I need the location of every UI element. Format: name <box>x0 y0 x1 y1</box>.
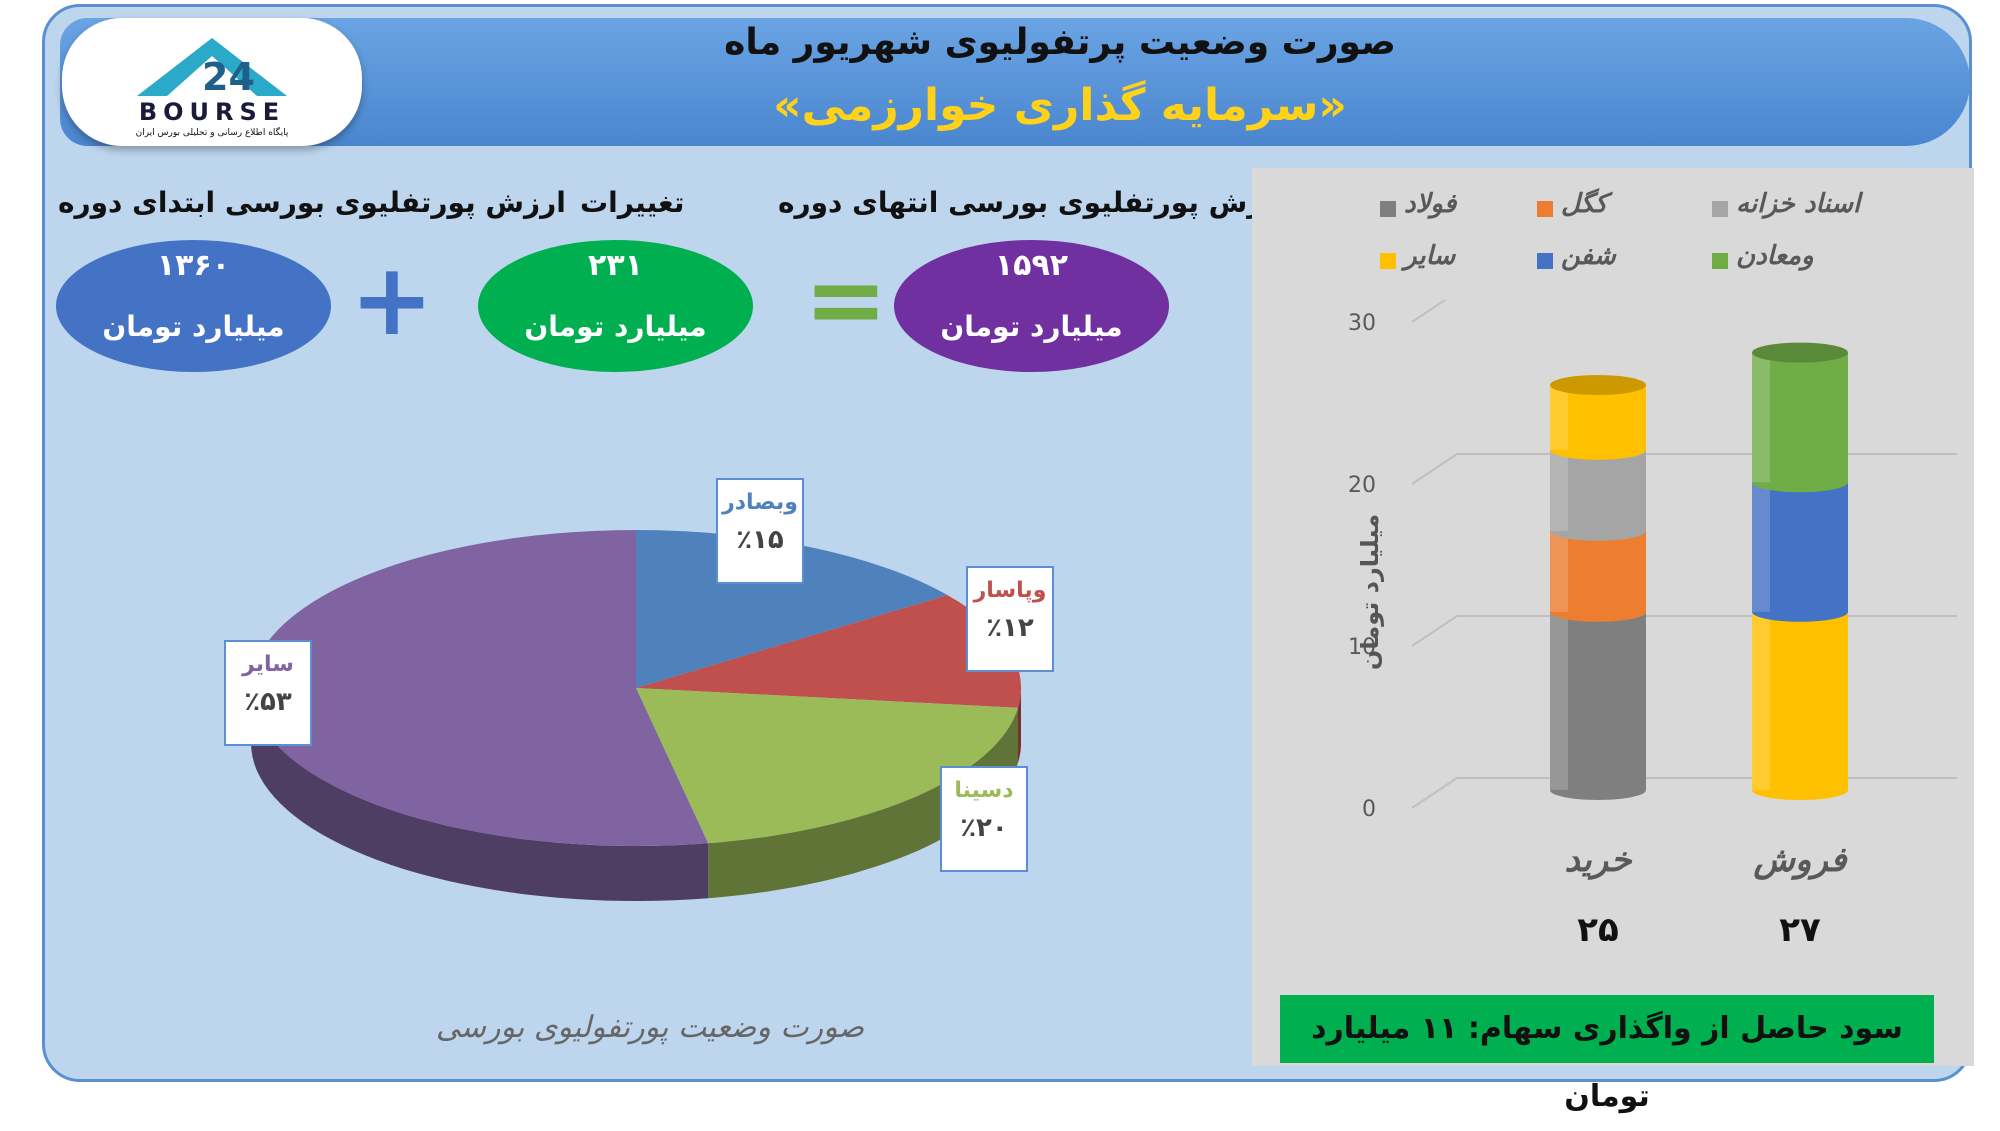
pie-label-percent: ٪۵۳ <box>244 687 292 717</box>
bar-segment <box>1550 385 1646 460</box>
pie-slice-3 <box>250 530 709 846</box>
company-title: «سرمایه گذاری خوارزمی» <box>773 80 1347 131</box>
bar-segment <box>1752 482 1848 622</box>
logo-graphic: 24 <box>137 38 287 99</box>
bar-segment <box>1550 530 1646 622</box>
end-unit: میلیارد تومان <box>940 310 1123 343</box>
plus-sign: + <box>350 241 434 358</box>
pie-slice-0 <box>636 530 948 688</box>
legend-item: کگل <box>1561 189 1608 219</box>
bar-total-label: ۲۷ <box>1779 910 1821 950</box>
pie-chart-caption: صورت وضعیت پورتفولیوی بورسی <box>435 1010 865 1045</box>
y-axis-label: میلیارد تومان <box>1356 513 1384 671</box>
grid-diag-3 <box>1411 300 1447 323</box>
y-tick-label: 30 <box>1348 311 1376 336</box>
bar-segment <box>1752 611 1848 800</box>
pie-label-name: دسینا <box>954 778 1014 803</box>
pie-label-2: دسینا ٪۲۰ <box>940 766 1028 872</box>
legend-swatch <box>1712 253 1728 269</box>
end-value-bubble: ۱۵۹۲ میلیارد تومان <box>894 240 1169 372</box>
bar-top-cap <box>1550 375 1646 395</box>
bar-segment <box>1752 352 1848 493</box>
change-value: ۲۳۱ <box>588 248 643 283</box>
pie-side-3 <box>251 688 709 901</box>
end-value: ۱۵۹۲ <box>994 248 1069 283</box>
pie-slice-1 <box>636 595 1022 708</box>
change-unit: میلیارد تومان <box>524 310 707 343</box>
legend-item: ومعادن <box>1736 241 1814 271</box>
pie-label-name: سایر <box>242 652 294 677</box>
x-category-label: خرید <box>1564 840 1632 880</box>
grid-diag-0 <box>1411 777 1458 809</box>
legend-item: اسناد خزانه <box>1736 189 1861 219</box>
stacked-bar-chart: 0 10 20 30 <box>1348 300 1957 822</box>
legend-swatch <box>1537 253 1553 269</box>
logo-subtitle: پایگاه اطلاع رسانی و تحلیلی بورس ایران <box>135 128 289 138</box>
y-tick-label: 10 <box>1348 635 1376 660</box>
change-label: تغییرات <box>580 186 685 219</box>
bar-segment <box>1550 449 1646 541</box>
pie-label-percent: ٪۱۲ <box>986 613 1034 643</box>
pie-side-2 <box>708 707 1018 899</box>
pie-label-percent: ٪۱۵ <box>736 525 784 555</box>
svg-text:24: 24 <box>202 55 255 99</box>
change-bubble: ۲۳۱ میلیارد تومان <box>478 240 753 372</box>
pie-label-3: سایر ٪۵۳ <box>224 640 312 746</box>
legend-swatch <box>1712 201 1728 217</box>
bar-total-label: ۲۵ <box>1577 910 1619 950</box>
start-value-label: ارزش پورتفلیوی بورسی ابتدای دوره <box>58 186 566 219</box>
equals-sign: = <box>804 241 888 358</box>
legend-item: سایر <box>1404 241 1456 271</box>
pie-chart <box>250 530 1022 901</box>
grid-diag-2 <box>1411 453 1458 485</box>
legend-item: شفن <box>1561 241 1616 271</box>
legend-swatch <box>1537 201 1553 217</box>
pie-side-1 <box>1018 688 1021 763</box>
bar-top-cap <box>1752 342 1848 363</box>
x-category-label: فروش <box>1753 840 1847 880</box>
bar-segment <box>1550 611 1646 800</box>
page-title: صورت وضعیت پرتفولیوی شهریور ماه <box>724 22 1396 63</box>
pie-label-name: وپاسار <box>973 578 1047 603</box>
pie-label-name: وبصادر <box>722 490 798 515</box>
grid-diag-1 <box>1411 615 1458 647</box>
logo-text: BOURSE <box>138 98 286 126</box>
pie-label-percent: ٪۲۰ <box>960 813 1008 843</box>
start-unit: میلیارد تومان <box>102 310 285 343</box>
title-banner <box>60 18 1970 146</box>
y-tick-label: 20 <box>1348 473 1376 498</box>
end-value-label: ارزش پورتفلیوی بورسی انتهای دوره <box>778 186 1290 219</box>
legend-swatch <box>1380 253 1396 269</box>
site-logo: 24 BOURSE پایگاه اطلاع رسانی و تحلیلی بو… <box>62 18 362 146</box>
profit-note: سود حاصل از واگذاری سهام: ۱۱ میلیارد توم… <box>1280 995 1934 1114</box>
y-tick-label: 0 <box>1362 797 1376 822</box>
start-value-bubble: ۱۳۶۰ میلیارد تومان <box>56 240 331 372</box>
legend-swatch <box>1380 201 1396 217</box>
legend-item: فولاد <box>1404 189 1457 219</box>
start-value: ۱۳۶۰ <box>156 248 231 283</box>
pie-slice-2 <box>636 688 1018 844</box>
pie-label-0: وبصادر ٪۱۵ <box>716 478 804 584</box>
pie-label-1: وپاسار ٪۱۲ <box>966 566 1054 672</box>
